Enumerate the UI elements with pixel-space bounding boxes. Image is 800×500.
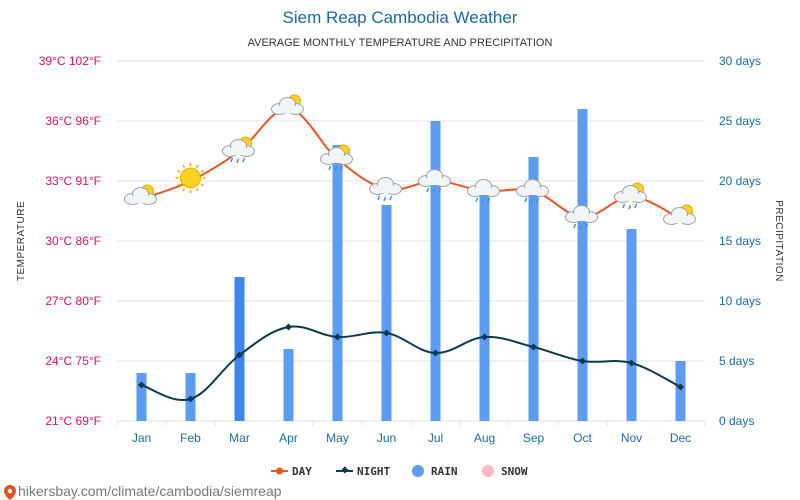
sun-cloud-icon xyxy=(124,184,157,205)
left-tick-label: 36°C 96°F xyxy=(45,114,101,128)
night-point xyxy=(431,349,440,357)
left-tick-label: 21°C 69°F xyxy=(45,414,101,428)
legend-day-marker xyxy=(276,467,283,475)
rain-bar xyxy=(332,145,343,421)
night-point xyxy=(578,357,587,365)
legend-snow-marker xyxy=(482,465,494,477)
rain-bar xyxy=(479,193,490,421)
cloud-rain-icon xyxy=(467,179,500,204)
weather-icons xyxy=(124,94,696,230)
legend-item-snow[interactable]: SNOW xyxy=(482,465,528,478)
x-tick-label: Feb xyxy=(180,431,201,445)
right-tick-label: 30 days xyxy=(719,54,761,68)
rain-bar xyxy=(234,277,245,421)
x-tick-label: Sep xyxy=(523,431,545,445)
rain-bar xyxy=(136,373,147,421)
right-axis-ticks: 0 days 5 days 10 days 15 days 20 days 25 days… xyxy=(719,54,761,428)
legend-night-marker xyxy=(341,466,349,474)
rain-bars xyxy=(136,109,686,421)
rain-bar xyxy=(626,229,637,421)
legend-item-day[interactable]: DAY xyxy=(271,465,312,478)
rain-bar xyxy=(675,361,686,421)
grid-lines xyxy=(116,60,706,426)
right-tick-label: 15 days xyxy=(719,234,761,248)
cloud-rain-icon xyxy=(369,177,402,202)
x-tick-label: Dec xyxy=(670,431,691,445)
night-line xyxy=(141,325,681,402)
day-line xyxy=(141,107,681,220)
x-tick-label: Nov xyxy=(621,431,642,445)
night-point xyxy=(480,333,489,341)
rain-bar xyxy=(528,157,539,421)
left-tick-label: 33°C 91°F xyxy=(45,174,101,188)
left-tick-label: 24°C 75°F xyxy=(45,354,101,368)
right-tick-label: 10 days xyxy=(719,294,761,308)
right-tick-label: 20 days xyxy=(719,174,761,188)
legend-night-label: NIGHT xyxy=(357,465,390,478)
right-tick-label: 25 days xyxy=(719,114,761,128)
source-link[interactable]: hikersbay.com/climate/cambodia/siemreap xyxy=(4,483,282,500)
left-tick-label: 27°C 80°F xyxy=(45,294,101,308)
legend: DAY NIGHT RAIN SNOW xyxy=(271,465,528,478)
night-point xyxy=(333,333,342,341)
night-point xyxy=(676,383,685,391)
night-point xyxy=(284,323,293,331)
day-temperature-series xyxy=(141,107,681,220)
rain-bar xyxy=(430,121,441,421)
left-tick-label: 30°C 86°F xyxy=(45,234,101,248)
night-point xyxy=(627,359,636,367)
night-point xyxy=(235,351,244,359)
legend-item-rain[interactable]: RAIN xyxy=(412,465,458,478)
sun-cloud-icon xyxy=(271,94,304,115)
x-axis-ticks: Jan Feb Mar Apr May Jun Jul Aug Sep Oct Nov Dec xyxy=(132,431,691,445)
x-tick-label: Jun xyxy=(377,431,396,445)
x-tick-label: Apr xyxy=(279,431,298,445)
chart-title: Siem Reap Cambodia Weather xyxy=(283,8,518,27)
sun-cloud-rain-icon xyxy=(320,144,353,172)
cloud-rain-icon xyxy=(418,169,451,194)
night-point xyxy=(186,395,195,403)
night-point xyxy=(529,343,538,351)
x-tick-label: Jul xyxy=(428,431,443,445)
night-temperature-series xyxy=(137,323,685,403)
night-point xyxy=(137,381,146,389)
left-axis-title: TEMPERATURE xyxy=(16,201,27,281)
rain-bar xyxy=(381,205,392,421)
sun-cloud-rain-icon xyxy=(222,136,255,164)
left-tick-label: 39°C 102°F xyxy=(39,54,101,68)
map-pin-hole xyxy=(7,488,13,494)
source-url: hikersbay.com/climate/cambodia/siemreap xyxy=(18,483,282,499)
x-tick-label: May xyxy=(326,431,349,445)
legend-day-label: DAY xyxy=(292,465,312,478)
right-tick-label: 5 days xyxy=(719,354,754,368)
sun-icon xyxy=(175,163,206,193)
cloud-rain-icon xyxy=(516,179,549,204)
x-tick-label: Aug xyxy=(474,431,495,445)
right-tick-label: 0 days xyxy=(719,414,754,428)
legend-rain-label: RAIN xyxy=(431,465,458,478)
sun-cloud-rain-icon xyxy=(614,182,647,210)
x-tick-label: Oct xyxy=(573,431,592,445)
chart-subtitle: AVERAGE MONTHLY TEMPERATURE AND PRECIPIT… xyxy=(248,37,553,49)
cloud-rain-icon xyxy=(565,205,598,230)
legend-snow-label: SNOW xyxy=(501,465,528,478)
night-point xyxy=(382,329,391,337)
x-tick-label: Jan xyxy=(132,431,151,445)
left-axis-ticks: 21°C 69°F 24°C 75°F 27°C 80°F 30°C 86°F 33°C… xyxy=(39,54,101,428)
right-axis-title: PRECIPITATION xyxy=(773,200,784,282)
rain-bar xyxy=(283,349,294,421)
rain-bar xyxy=(577,109,588,421)
legend-item-night[interactable]: NIGHT xyxy=(336,465,390,478)
sun-cloud-icon xyxy=(663,204,696,225)
x-tick-label: Mar xyxy=(229,431,250,445)
legend-rain-marker xyxy=(412,465,424,477)
